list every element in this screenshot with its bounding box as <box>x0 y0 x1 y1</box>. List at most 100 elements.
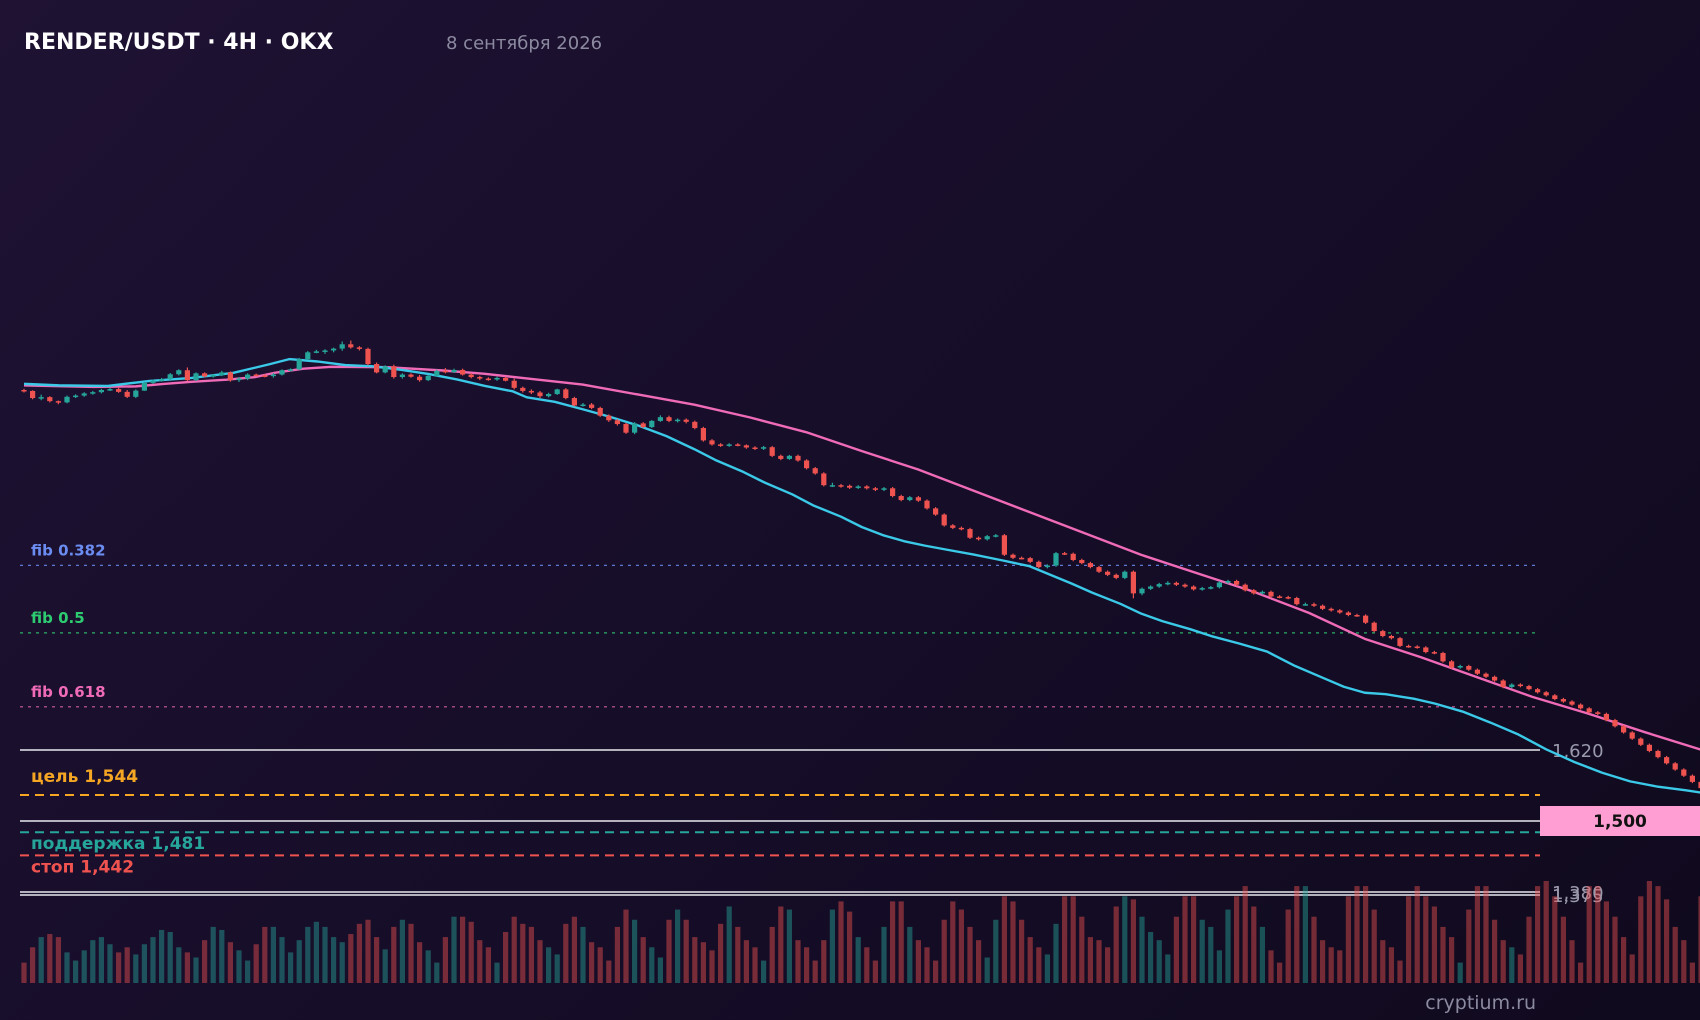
candle-body <box>554 389 560 395</box>
candle-body <box>589 404 595 408</box>
candle-body <box>1380 631 1386 637</box>
candle-body <box>348 344 354 348</box>
volume-bar <box>176 947 182 983</box>
volume-bar <box>847 911 853 983</box>
volume-bar <box>193 957 199 983</box>
volume-bar <box>1208 926 1214 983</box>
volume-bar <box>1259 926 1265 983</box>
candle-body <box>485 378 491 381</box>
volume-bar <box>236 950 242 983</box>
volume-bar <box>503 932 509 983</box>
volume-bar <box>1113 906 1119 983</box>
volume-bar <box>606 960 612 983</box>
volume-bar <box>1440 926 1446 983</box>
candle-body <box>399 374 405 378</box>
volume-bar <box>494 962 500 983</box>
volume-bar <box>1423 896 1429 983</box>
volume-bar <box>365 919 371 983</box>
volume-bar <box>1629 954 1635 983</box>
candle-body <box>752 447 758 449</box>
volume-bar <box>554 954 560 983</box>
candle-body <box>1414 646 1420 649</box>
volume-bar <box>1234 896 1240 983</box>
volume-bar <box>1500 940 1506 983</box>
volume-bar <box>184 952 190 983</box>
volume-bar <box>1105 947 1111 983</box>
volume-bar <box>640 937 646 983</box>
candle-body <box>30 390 36 399</box>
volume-bar <box>1199 919 1205 983</box>
volume-bar <box>1569 940 1575 983</box>
candle-body <box>1182 584 1188 587</box>
volume-bar <box>339 942 345 983</box>
candle-body <box>1672 763 1678 770</box>
level-label: поддержка 1,481 <box>31 834 205 854</box>
candle-body <box>460 369 466 375</box>
candle-body <box>1578 704 1584 709</box>
candle-body <box>546 394 552 397</box>
candle-body <box>786 455 792 459</box>
volume-bar <box>1320 940 1326 983</box>
volume-bar <box>442 937 448 983</box>
candle-body <box>1543 692 1549 696</box>
volume-bar <box>1509 947 1515 983</box>
volume-bar <box>546 947 552 983</box>
candle-body <box>184 370 190 381</box>
volume-bar <box>1311 916 1317 983</box>
volume-bar <box>468 921 474 983</box>
volume-bar <box>391 926 397 983</box>
candle-body <box>1010 554 1016 558</box>
candle-body <box>950 525 956 528</box>
candle-body <box>141 382 147 391</box>
candle-body <box>1526 686 1532 690</box>
candle-body <box>107 389 113 391</box>
volume-bar <box>761 960 767 983</box>
volume-bar <box>898 901 904 983</box>
ema55-line <box>23 365 1700 751</box>
candle-body <box>632 423 638 433</box>
candle-body <box>778 455 784 459</box>
candle-body <box>1277 596 1283 598</box>
candle-body <box>1122 571 1128 578</box>
candle-body <box>907 497 913 501</box>
candle-body <box>81 393 87 396</box>
volume-bar <box>219 929 225 983</box>
candle-body <box>743 445 749 448</box>
volume-bar <box>477 940 483 983</box>
candle-body <box>176 370 182 375</box>
level-label: стоп 1,442 <box>31 857 134 877</box>
candle-body <box>503 377 509 381</box>
candle-body <box>924 500 930 509</box>
candle-body <box>941 514 947 526</box>
candle-body <box>1371 622 1377 632</box>
candle-body <box>1165 582 1171 585</box>
volume-bar <box>141 944 147 983</box>
candle-body <box>958 527 964 530</box>
candle-body <box>313 351 319 353</box>
volume-bar <box>1079 916 1085 983</box>
volume-bar <box>356 923 362 983</box>
volume-bar <box>1397 960 1403 983</box>
volume-bar <box>124 947 130 983</box>
volume-bar <box>1096 940 1102 983</box>
candle-body <box>864 486 870 489</box>
candle-body <box>1242 584 1248 591</box>
candle-body <box>657 417 663 421</box>
candle-body <box>1560 699 1566 702</box>
candle-body <box>1681 769 1687 776</box>
candle-body <box>1173 582 1179 585</box>
volume-bar <box>1560 916 1566 983</box>
candle-body <box>1053 553 1059 566</box>
candle-body <box>1285 597 1291 599</box>
volume-bar <box>855 937 861 983</box>
volume-bar <box>967 926 973 983</box>
volume-bar <box>305 926 311 983</box>
volume-bar <box>1122 896 1128 983</box>
candle-body <box>675 419 681 422</box>
volume-bar <box>1027 937 1033 983</box>
candle-body <box>614 420 620 425</box>
volume-bar <box>1449 937 1455 983</box>
candle-body <box>47 397 53 402</box>
candle-body <box>829 485 835 487</box>
